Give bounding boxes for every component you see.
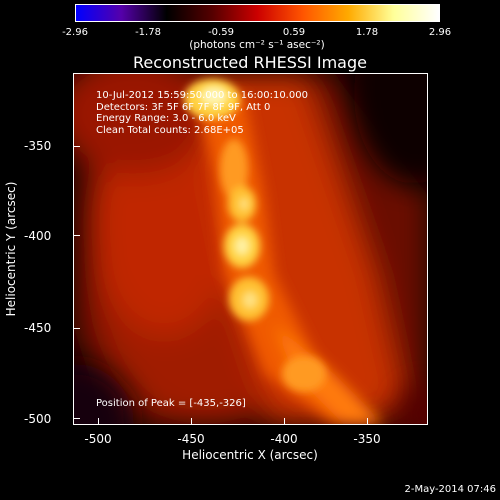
y-tick-label: -400 — [24, 229, 52, 243]
y-tick-label: -350 — [24, 139, 52, 153]
colorbar — [75, 4, 440, 22]
colorbar-tick: 2.96 — [428, 27, 452, 38]
y-tickmark — [74, 328, 80, 329]
y-tick-label: -450 — [24, 321, 52, 335]
rhessi-image-svg — [74, 74, 427, 424]
colorbar-tick: 0.59 — [282, 27, 306, 38]
y-tickmark — [74, 418, 80, 419]
info-peak: Position of Peak = [-435,-326] — [96, 398, 246, 409]
footer-date: 2-May-2014 07:46 — [404, 484, 496, 495]
x-tick-label: -350 — [353, 432, 381, 446]
colorbar-tick: -2.96 — [62, 27, 88, 38]
x-tickmark — [191, 418, 192, 424]
y-axis-label: Heliocentric Y (arcsec) — [4, 181, 18, 317]
x-tick-label: -450 — [177, 432, 205, 446]
colorbar-tick: 1.78 — [355, 27, 379, 38]
x-axis-label: Heliocentric X (arcsec) — [182, 448, 318, 462]
x-tickmark — [284, 418, 285, 424]
x-tick-label: -400 — [270, 432, 298, 446]
info-energy: Energy Range: 3.0 - 6.0 keV — [96, 113, 236, 124]
y-tickmark — [74, 235, 80, 236]
x-tick-label: -500 — [84, 432, 112, 446]
colorbar-units: (photons cm⁻² s⁻¹ asec⁻²) — [189, 39, 325, 51]
colorbar-tick: -1.78 — [135, 27, 161, 38]
plot-title: Reconstructed RHESSI Image — [133, 53, 367, 72]
x-tickmark — [367, 418, 368, 424]
y-tick-label: -500 — [24, 412, 52, 426]
info-clean: Clean Total counts: 2.68E+05 — [96, 124, 244, 136]
x-tickmark — [98, 418, 99, 424]
colorbar-tick: -0.59 — [208, 27, 234, 38]
rhessi-image: 10-Jul-2012 15:59:50.000 to 16:00:10.000… — [73, 73, 428, 425]
y-tickmark — [74, 146, 80, 147]
info-detectors: Detectors: 3F 5F 6F 7F 8F 9F, Att 0 — [96, 101, 271, 113]
info-time: 10-Jul-2012 15:59:50.000 to 16:00:10.000 — [96, 90, 308, 101]
